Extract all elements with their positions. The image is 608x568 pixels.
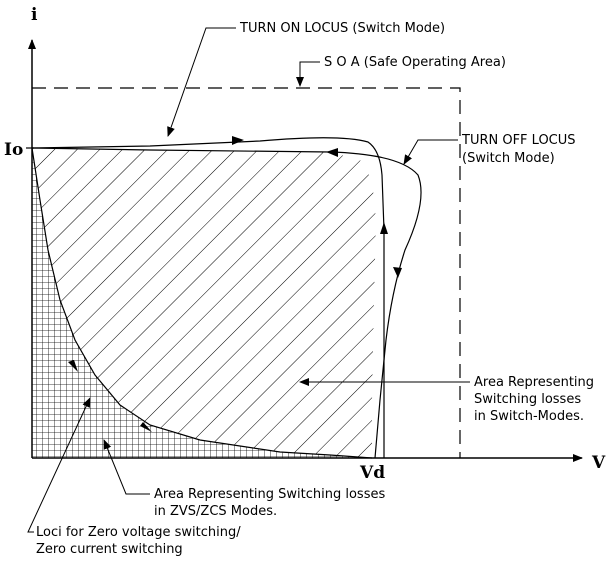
- soft-loci-label-1: Loci for Zero voltage switching/: [36, 525, 241, 540]
- turn-off-label-2: (Switch Mode): [462, 151, 555, 166]
- soft-loci-label-2: Zero current switching: [36, 542, 183, 557]
- soft-arrow-2: [140, 422, 152, 432]
- zvs-area-label-2: in ZVS/ZCS Modes.: [154, 504, 277, 519]
- turn-on-leader: [167, 27, 236, 137]
- turn-off-arrow-upper: [326, 148, 338, 157]
- switch-mode-area-label-2: Switching losses: [474, 392, 581, 407]
- soa-leader: [296, 61, 320, 87]
- switch-mode-area-label-1: Area Representing: [474, 375, 594, 390]
- zvs-area-leader: [103, 439, 150, 495]
- soft-arrow-1: [68, 360, 78, 372]
- zvs-zcs-loss-area: [32, 148, 372, 458]
- turn-on-arrow-right: [380, 222, 388, 234]
- switch-mode-loss-area: [32, 148, 376, 458]
- turn-on-locus-curve: [31, 137, 385, 458]
- vd-label: Vd: [359, 463, 385, 483]
- turn-off-label-1: TURN OFF LOCUS: [461, 133, 576, 148]
- soft-loci-leader: [27, 397, 91, 533]
- soa-boundary: [32, 87, 461, 458]
- turn-on-arrow-upper: [232, 136, 244, 145]
- io-label: Io: [4, 140, 23, 160]
- soa-label: S O A (Safe Operating Area): [324, 55, 506, 70]
- x-axis-label: V: [591, 453, 606, 473]
- turn-off-leader: [403, 139, 458, 165]
- turn-on-locus-label: TURN ON LOCUS (Switch Mode): [239, 21, 445, 36]
- switch-mode-area-label-3: in Switch-Modes.: [474, 409, 584, 424]
- turn-off-arrow-right: [393, 267, 402, 278]
- y-axis-label: i: [31, 5, 38, 25]
- turn-off-locus-curve: [31, 147, 422, 459]
- zvs-area-label-1: Area Representing Switching losses: [154, 487, 385, 502]
- soft-switching-locus-curve: [31, 147, 373, 459]
